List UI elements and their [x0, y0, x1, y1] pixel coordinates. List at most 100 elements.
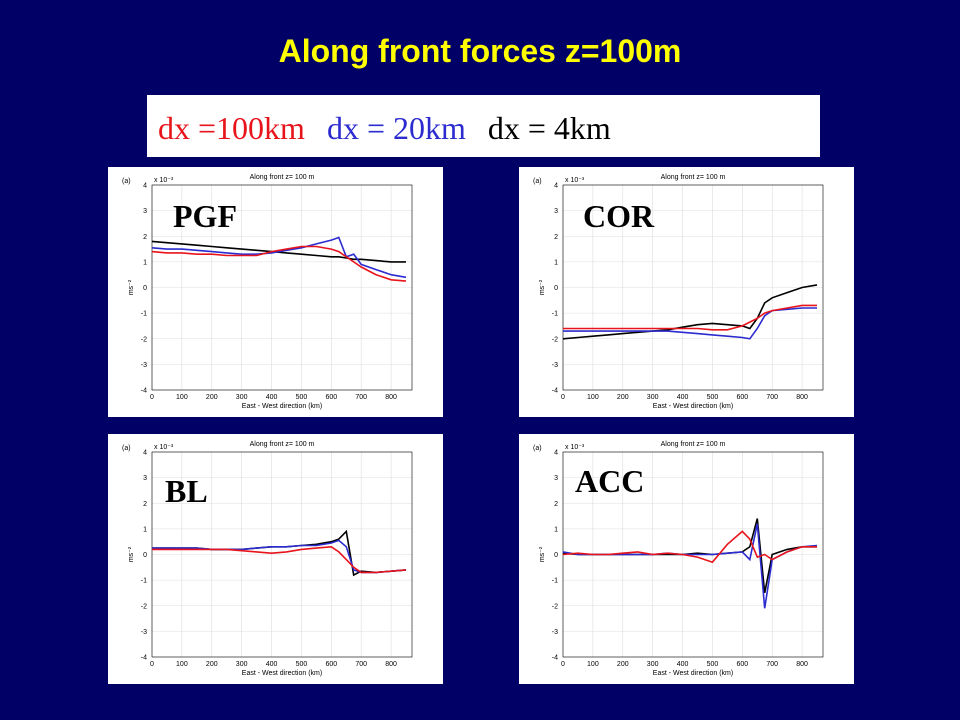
x-axis-label: East - West direction (km): [653, 403, 733, 410]
panel-label: (a): [533, 178, 542, 185]
chart-title: Along front z= 100 m: [661, 174, 726, 181]
x-tick-label: 500: [707, 394, 719, 401]
panel-label: (a): [122, 445, 131, 452]
y-axis-label: ms⁻²: [539, 279, 546, 295]
x-tick-label: 100: [587, 661, 599, 668]
legend-entry: dx = 20km: [327, 110, 466, 146]
x-tick-label: 200: [206, 661, 218, 668]
series-line: [151, 240, 406, 263]
axes-box: [562, 184, 824, 391]
y-tick-label: 2: [143, 501, 147, 508]
x-tick-label: 300: [236, 394, 248, 401]
y-tick-label: -1: [552, 578, 558, 585]
multiplier: x 10⁻³: [154, 177, 174, 184]
y-tick-label: 3: [143, 208, 147, 215]
x-tick-label: 800: [385, 394, 397, 401]
y-tick-label: -1: [141, 578, 147, 585]
legend-box: [147, 95, 820, 157]
x-tick-label: 700: [766, 394, 778, 401]
chart-title: Along front z= 100 m: [250, 174, 315, 181]
x-axis-label: East - West direction (km): [242, 670, 322, 677]
x-tick-label: 0: [561, 394, 565, 401]
x-tick-label: 500: [296, 661, 308, 668]
y-tick-label: 3: [554, 475, 558, 482]
y-tick-label: 0: [143, 552, 147, 559]
y-tick-label: -4: [552, 388, 558, 395]
y-tick-label: -2: [141, 336, 147, 343]
x-axis-label: East - West direction (km): [242, 403, 322, 410]
x-tick-label: 600: [325, 394, 337, 401]
panel-label: (a): [533, 445, 542, 452]
x-tick-label: 300: [647, 394, 659, 401]
y-tick-label: 4: [554, 183, 558, 190]
series-line: [151, 236, 407, 279]
x-tick-label: 100: [176, 661, 188, 668]
x-tick-label: 400: [266, 661, 278, 668]
x-tick-label: 800: [385, 661, 397, 668]
panel-name: COR: [583, 198, 655, 234]
y-tick-label: 4: [554, 450, 558, 457]
x-tick-label: 700: [766, 661, 778, 668]
x-tick-label: 700: [355, 394, 367, 401]
multiplier: x 10⁻³: [565, 444, 585, 451]
series-line: [562, 284, 818, 340]
y-tick-label: 1: [554, 526, 558, 533]
chart-title: Along front z= 100 m: [250, 441, 315, 448]
x-axis-label: East - West direction (km): [653, 670, 733, 677]
panel: [519, 434, 854, 684]
axes-box: [151, 451, 413, 658]
y-tick-label: -3: [552, 362, 558, 369]
x-tick-label: 400: [266, 394, 278, 401]
slide-title: Along front forces z=100m: [279, 33, 682, 69]
x-tick-label: 600: [736, 661, 748, 668]
x-tick-label: 800: [796, 661, 808, 668]
y-tick-label: 0: [143, 285, 147, 292]
y-tick-label: 1: [554, 259, 558, 266]
y-tick-label: -1: [552, 311, 558, 318]
series-line: [151, 245, 407, 282]
x-tick-label: 300: [236, 661, 248, 668]
y-tick-label: 4: [143, 183, 147, 190]
y-tick-label: -3: [552, 629, 558, 636]
y-tick-label: 3: [554, 208, 558, 215]
y-tick-label: -3: [141, 362, 147, 369]
y-axis-label: ms⁻²: [128, 546, 135, 562]
legend-entry: dx =100km: [158, 110, 305, 146]
chart-title: Along front z= 100 m: [661, 441, 726, 448]
series-line: [562, 530, 817, 564]
multiplier: x 10⁻³: [154, 444, 174, 451]
legend-entry: dx = 4km: [488, 110, 611, 146]
x-tick-label: 800: [796, 394, 808, 401]
y-axis-label: ms⁻²: [539, 546, 546, 562]
multiplier: x 10⁻³: [565, 177, 585, 184]
y-tick-label: 4: [143, 450, 147, 457]
series-line: [152, 545, 407, 574]
y-axis-label: ms⁻²: [128, 279, 135, 295]
y-tick-label: -3: [141, 629, 147, 636]
x-tick-label: 400: [677, 394, 689, 401]
x-tick-label: 600: [325, 661, 337, 668]
x-tick-label: 200: [617, 394, 629, 401]
x-tick-label: 100: [587, 394, 599, 401]
axes-box: [151, 184, 413, 391]
x-tick-label: 0: [150, 394, 154, 401]
panel-label: (a): [122, 178, 131, 185]
panel-name: BL: [165, 473, 208, 509]
y-tick-label: -2: [141, 603, 147, 610]
panel-name: PGF: [173, 198, 237, 234]
y-tick-label: 0: [554, 285, 558, 292]
x-tick-label: 400: [677, 661, 689, 668]
y-tick-label: 1: [143, 259, 147, 266]
x-tick-label: 500: [296, 394, 308, 401]
x-tick-label: 500: [707, 661, 719, 668]
x-tick-label: 600: [736, 394, 748, 401]
series-line: [563, 304, 817, 331]
x-tick-label: 700: [355, 661, 367, 668]
y-tick-label: -4: [552, 655, 558, 662]
y-tick-label: 2: [554, 234, 558, 241]
x-tick-label: 0: [150, 661, 154, 668]
y-tick-label: 3: [143, 475, 147, 482]
x-tick-label: 100: [176, 394, 188, 401]
panel-name: ACC: [575, 463, 644, 499]
